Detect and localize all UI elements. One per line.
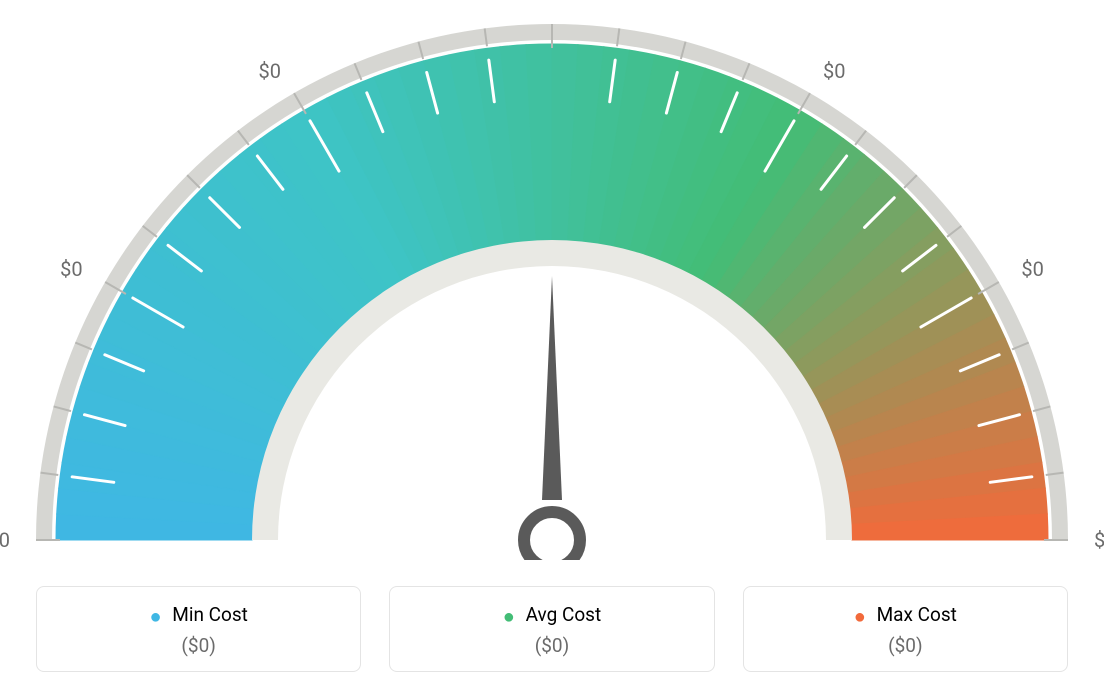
dot-icon: ●	[854, 606, 866, 626]
dot-icon: ●	[503, 606, 515, 626]
legend-label: Min Cost	[172, 603, 248, 626]
gauge-tick-label: $0	[60, 257, 82, 281]
gauge-tick-label: $0	[259, 59, 281, 83]
legend-value-max: ($0)	[756, 634, 1055, 657]
legend-label: Max Cost	[877, 603, 957, 626]
gauge-tick-label: $0	[1094, 528, 1104, 552]
gauge-tick-label: $0	[0, 528, 10, 552]
dot-icon: ●	[149, 606, 161, 626]
legend-value-avg: ($0)	[402, 634, 701, 657]
legend-label: Avg Cost	[526, 603, 602, 626]
legend-card-avg: ● Avg Cost ($0)	[389, 586, 714, 672]
gauge-tick-label: $0	[1021, 257, 1043, 281]
gauge-svg	[22, 0, 1082, 560]
legend-row: ● Min Cost ($0) ● Avg Cost ($0) ● Max Co…	[36, 586, 1068, 672]
gauge-tick-label: $0	[823, 59, 845, 83]
legend-card-min: ● Min Cost ($0)	[36, 586, 361, 672]
legend-title-min: ● Min Cost	[49, 603, 348, 626]
legend-card-max: ● Max Cost ($0)	[743, 586, 1068, 672]
legend-value-min: ($0)	[49, 634, 348, 657]
legend-title-max: ● Max Cost	[756, 603, 1055, 626]
gauge-chart: $0$0$0$0$0$0$0	[22, 0, 1082, 565]
legend-title-avg: ● Avg Cost	[402, 603, 701, 626]
